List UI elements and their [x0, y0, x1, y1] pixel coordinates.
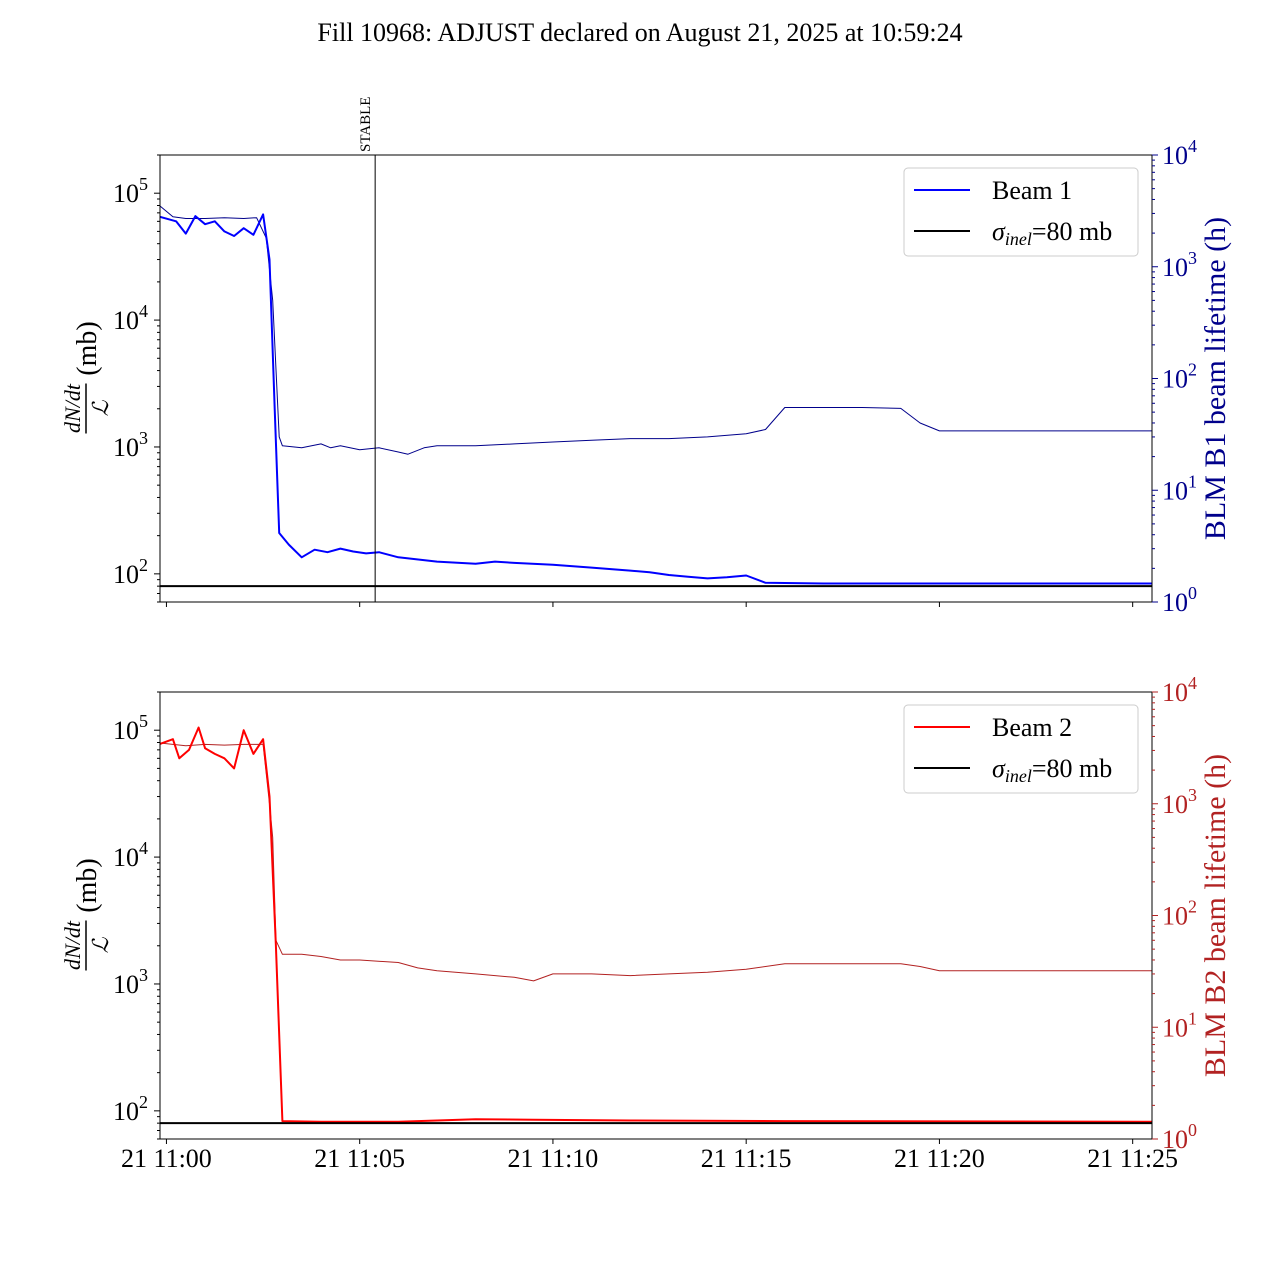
left-tick-label: 102: [113, 1092, 148, 1126]
top-panel: STABLE 102 103 104 105 100 101 102 103 104 dN/dt ℒ (…: [60, 97, 1232, 617]
x-tick-label: 21 11:00: [121, 1144, 212, 1173]
left-tick-label: 103: [113, 428, 148, 462]
left-tick-label: 104: [113, 838, 148, 872]
right-tick-label: 104: [1162, 136, 1197, 170]
x-tick-label: 21 11:10: [508, 1144, 599, 1173]
ylabel-denominator: ℒ: [88, 399, 113, 416]
right-tick-label: 100: [1162, 1120, 1197, 1154]
right-tick-label: 104: [1162, 673, 1197, 707]
left-axis-label: dN/dt ℒ (mb): [60, 321, 113, 434]
ylabel-numerator: dN/dt: [60, 920, 85, 970]
series-line-blm-b1-beam-lifetime: [160, 205, 1152, 455]
right-tick-label: 101: [1162, 471, 1197, 505]
right-tick-label: 101: [1162, 1008, 1197, 1042]
left-tick-label: 105: [113, 711, 148, 745]
ylabel-unit: (mb): [72, 858, 103, 912]
x-tick-label: 21 11:05: [314, 1144, 405, 1173]
x-tick-label: 21 11:15: [701, 1144, 792, 1173]
right-tick-label: 102: [1162, 360, 1197, 394]
left-tick-label: 105: [113, 174, 148, 208]
legend-label: Beam 1: [992, 176, 1072, 205]
series-line-beam-2: [160, 726, 1152, 1123]
left-tick-label: 102: [113, 555, 148, 589]
right-tick-label: 103: [1162, 248, 1197, 282]
right-axis-label: BLM B1 beam lifetime (h): [1199, 217, 1232, 540]
right-tick-label: 100: [1162, 583, 1197, 617]
x-tick-label: 21 11:25: [1087, 1144, 1178, 1173]
legend-label: Beam 2: [992, 713, 1072, 742]
legend-label: σinel=80 mb: [992, 217, 1112, 249]
left-axis-label: dN/dt ℒ (mb): [60, 858, 113, 971]
bottom-panel: 102 103 104 105 100 101 102 103 104 21 11:00 21 11…: [60, 673, 1232, 1173]
stable-label: STABLE: [358, 97, 374, 152]
legend-label: σinel=80 mb: [992, 754, 1112, 786]
right-tick-label: 102: [1162, 897, 1197, 931]
series-line-beam-1: [160, 213, 1152, 585]
right-axis-label: BLM B2 beam lifetime (h): [1199, 754, 1232, 1077]
ylabel-denominator: ℒ: [88, 936, 113, 953]
ylabel-unit: (mb): [72, 321, 103, 375]
left-tick-label: 103: [113, 965, 148, 999]
figure-title: Fill 10968: ADJUST declared on August 21…: [317, 18, 963, 47]
right-tick-label: 103: [1162, 785, 1197, 819]
x-tick-label: 21 11:20: [894, 1144, 985, 1173]
ylabel-numerator: dN/dt: [60, 383, 85, 433]
left-tick-label: 104: [113, 301, 148, 335]
